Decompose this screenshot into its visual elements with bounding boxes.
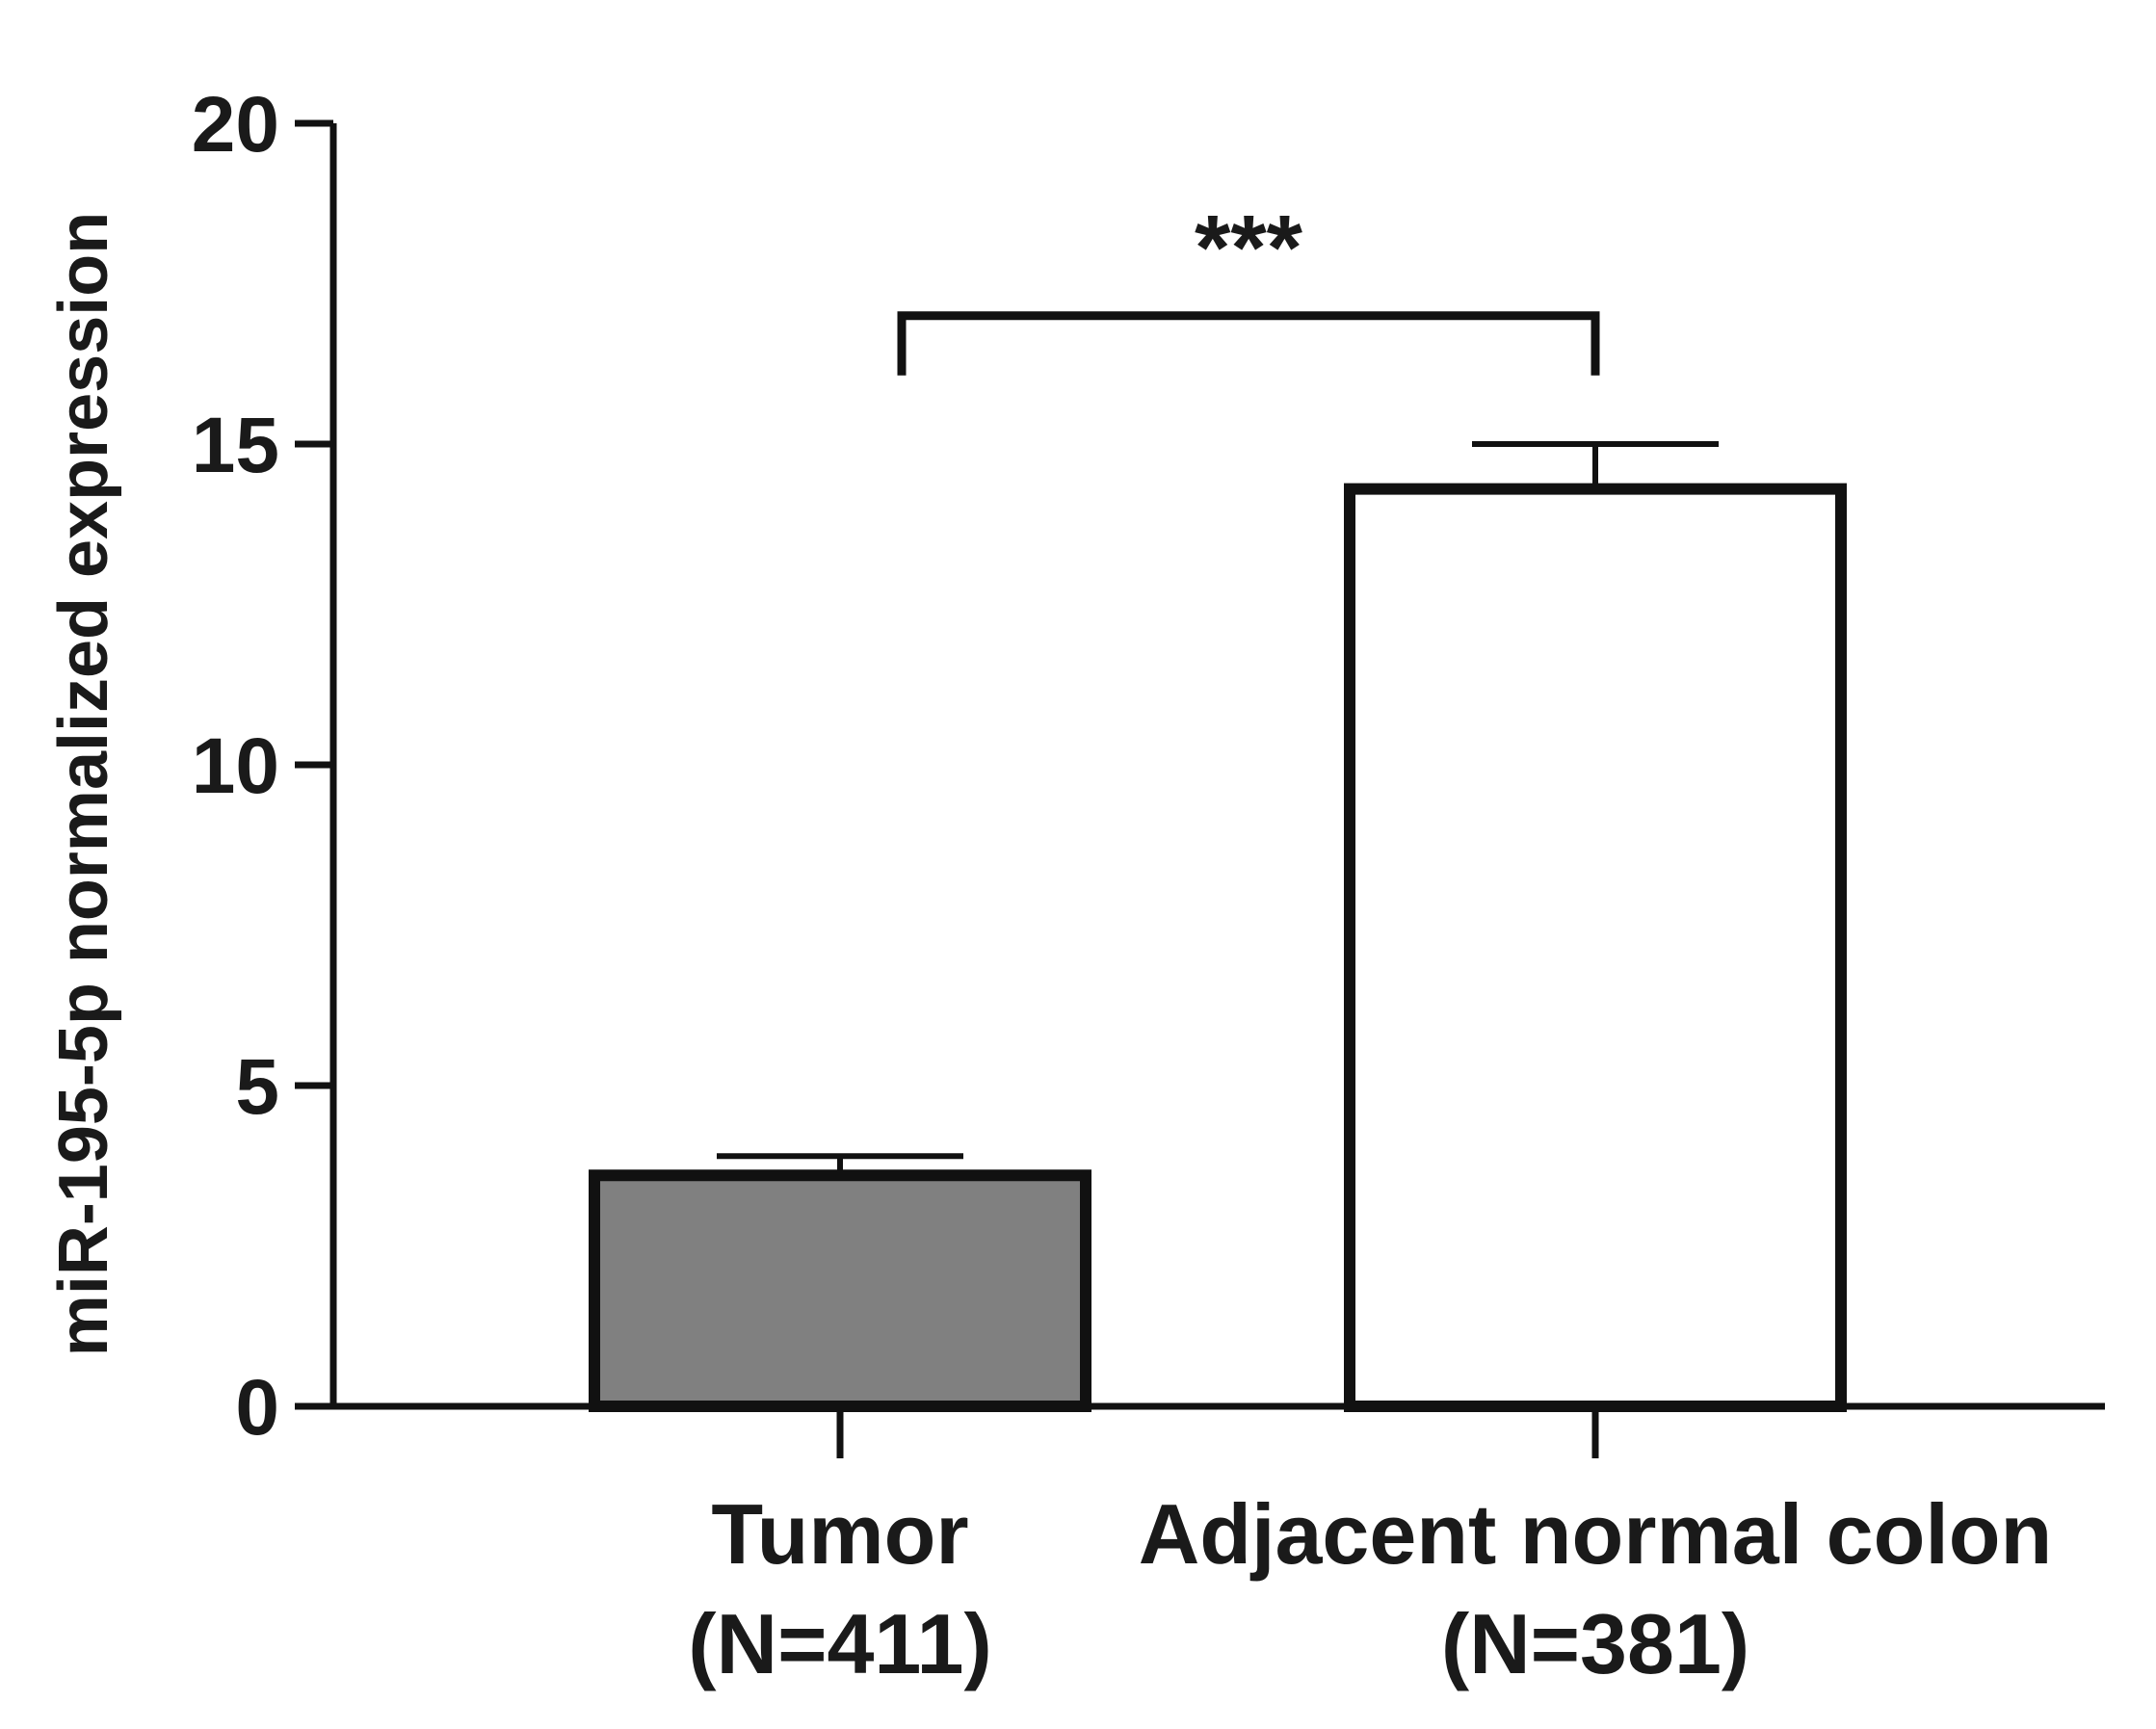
y-tick-label: 15 [192,402,279,489]
x-category-n-label: (N=381) [1441,1596,1749,1691]
x-category-label: Adjacent normal colon [1139,1486,2053,1582]
y-tick-label: 0 [235,1364,279,1452]
axes-group: 0 5 10 15 20 [192,81,2105,1458]
labels-group: Tumor (N=411) Adjacent normal colon (N=381)… [688,196,2052,1691]
x-category-n-label: (N=411) [688,1596,992,1691]
bars-group [589,441,1847,1412]
significance-label: *** [1195,196,1303,300]
bar [1344,483,1847,1412]
y-tick-label: 5 [235,1043,279,1131]
y-axis-title: miR-195-5p normalized expression [45,212,122,1356]
x-category-label: Tumor [711,1486,968,1582]
bar [589,1169,1091,1412]
y-tick-label: 20 [192,81,279,169]
y-tick-label: 10 [192,722,279,810]
significance-bracket [897,311,1600,376]
